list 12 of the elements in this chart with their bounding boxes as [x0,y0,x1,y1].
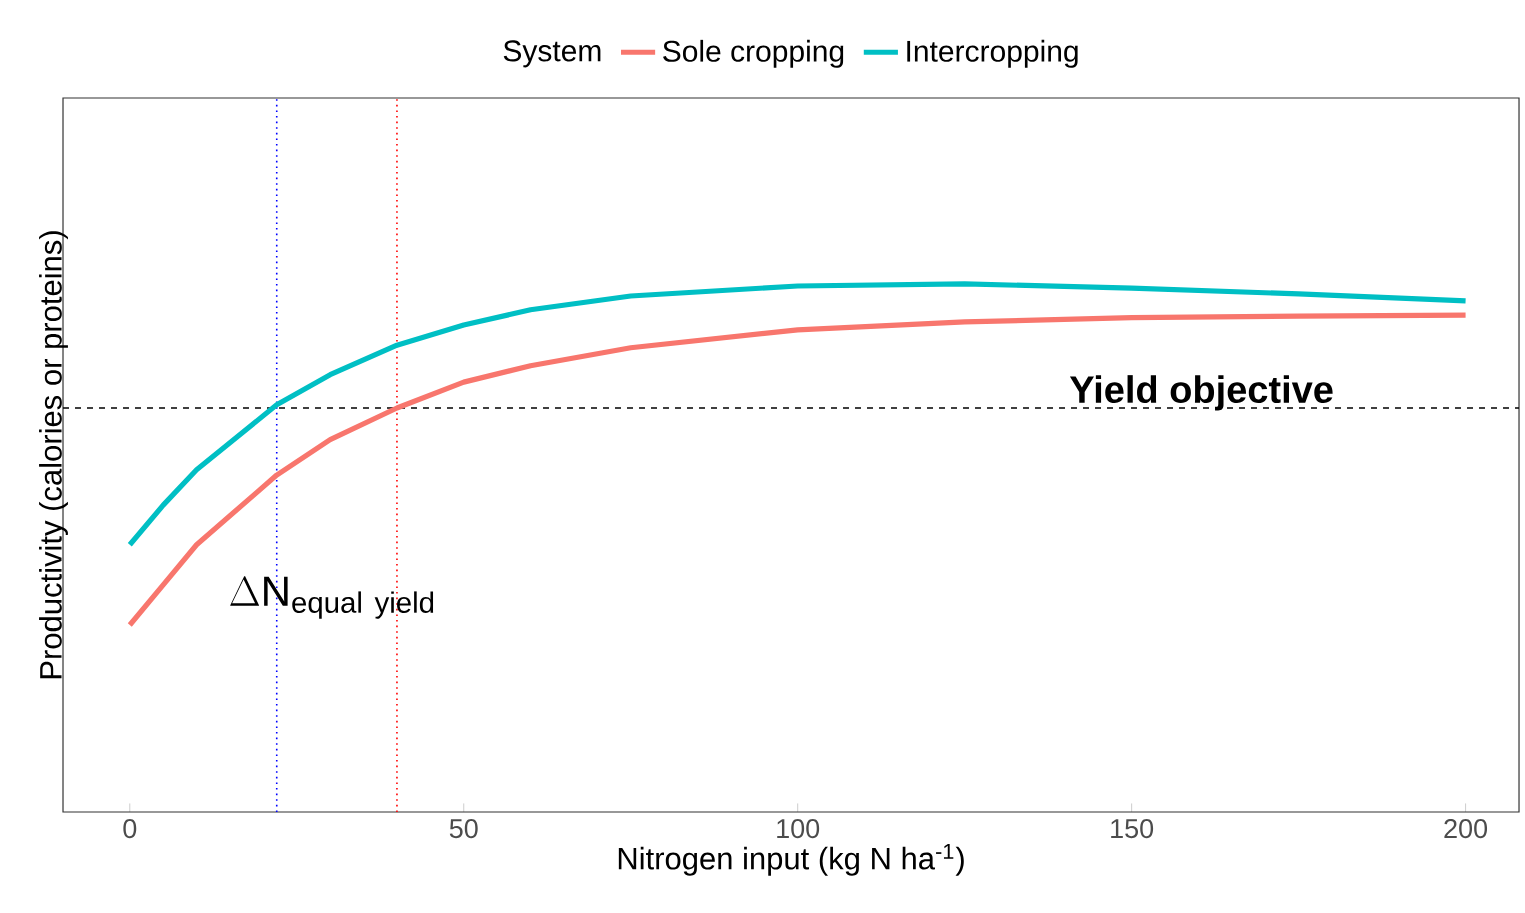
x-tick-label: 100 [777,819,820,839]
x-tick-label: 50 [449,819,478,839]
legend-title: System [503,40,601,68]
legend-label: Intercropping [907,39,1078,68]
x-tick-label: 0 [123,819,137,839]
x-axis-title: Nitrogen input (kg N ha$^{-1}$) [618,843,964,876]
x-tick-label: 150 [1111,819,1154,839]
annotation: Yield objective [1069,375,1333,411]
x-tick-label: 200 [1444,819,1488,839]
legend-label: Sole cropping [663,39,844,68]
y-axis-title: Productivity (calories or proteins) [39,231,68,679]
annotation: $\Delta \mathrm{N}_{\mathrm{equal\ yield}}$ [230,576,434,619]
